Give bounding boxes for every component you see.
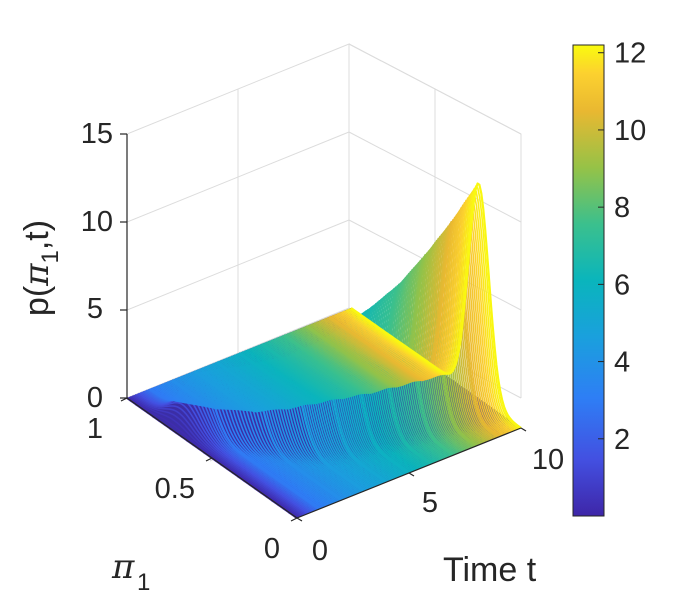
surface-slice xyxy=(163,367,335,504)
surface-slice xyxy=(286,278,458,455)
colorbar-tick-label: 2 xyxy=(614,424,630,456)
surface-slice xyxy=(307,251,479,447)
t-tick-10 xyxy=(520,427,527,432)
surface-slice xyxy=(284,280,456,456)
colorbar-tick-label: 4 xyxy=(614,347,630,379)
surface-slice xyxy=(128,396,300,519)
surface-slice xyxy=(312,244,484,445)
z-axis-label-sub: 1 xyxy=(37,250,64,263)
surface-slice xyxy=(337,204,509,434)
z-axis-label-t: ,t) xyxy=(18,220,56,250)
colorbar: 2 4 6 8 10 12 xyxy=(572,38,646,517)
colorbar-tick-label: 10 xyxy=(614,115,646,147)
surface-slice xyxy=(318,234,490,442)
surface-slice xyxy=(326,223,498,439)
surface-slice xyxy=(342,196,514,432)
colorbar-gradient xyxy=(572,44,605,517)
y-axis-label-sub: 1 xyxy=(137,569,150,596)
surface-slice xyxy=(340,199,512,433)
surface-slice xyxy=(336,206,508,435)
t-tick-5 xyxy=(408,472,415,477)
surface-slice xyxy=(315,239,487,443)
z-axis-label: p(π1,t) xyxy=(17,220,64,316)
pi-tick-05 xyxy=(205,457,213,462)
surface-slice xyxy=(329,218,501,437)
surface-plot xyxy=(126,182,522,519)
surface-slice xyxy=(134,394,306,516)
surface-slice xyxy=(327,220,500,438)
surface-slice xyxy=(297,263,469,450)
pi-tick-label-05: 0.5 xyxy=(155,473,195,505)
surface-slice xyxy=(308,248,480,446)
surface-slice xyxy=(294,268,466,452)
surface-slice xyxy=(345,190,517,431)
surface-slice xyxy=(289,274,461,454)
surface-slice xyxy=(321,229,493,441)
z-axis-label-text: p(π1,t) xyxy=(17,220,64,316)
surface-slice xyxy=(339,201,511,434)
colorbar-tick-label: 6 xyxy=(614,269,630,301)
z-tick-label-0: 0 xyxy=(87,382,103,414)
pi-tick-label-0: 0 xyxy=(264,533,280,565)
z-tick-label-15: 15 xyxy=(81,118,113,150)
surface-slice xyxy=(299,261,471,450)
y-axis-label: π 1 xyxy=(111,547,150,596)
colorbar-tick-label: 8 xyxy=(614,192,630,224)
surface-slice xyxy=(347,187,519,430)
colorbar-ticks: 2 4 6 8 10 12 xyxy=(598,38,646,456)
y-axis-label-pi: π xyxy=(111,547,135,587)
z-axis-label-pi: π xyxy=(17,263,57,287)
surface-slice xyxy=(331,215,503,437)
surface-slice xyxy=(288,276,460,454)
surface-slice xyxy=(302,258,474,448)
t-tick-0 xyxy=(296,517,303,522)
pi-tick-label-1: 1 xyxy=(87,413,103,445)
surface-slice xyxy=(316,237,488,443)
surface-slice xyxy=(320,232,492,441)
t-tick-label-10: 10 xyxy=(532,444,564,476)
z-tick-label-10: 10 xyxy=(81,206,113,238)
z-axis-label-p: p( xyxy=(18,285,56,316)
surface-slice xyxy=(332,212,504,436)
surface-slice xyxy=(160,368,332,506)
surface-slice xyxy=(324,225,496,439)
surface-slice xyxy=(131,395,303,517)
t-tick-label-0: 0 xyxy=(312,535,328,567)
surface-slice xyxy=(334,209,506,436)
surface-slice xyxy=(164,367,336,504)
surface-slice xyxy=(344,193,516,432)
surface-slice xyxy=(310,246,482,445)
z-tick-label-5: 5 xyxy=(87,293,103,325)
surface-slice xyxy=(296,266,468,451)
surface-slice xyxy=(291,272,463,453)
surface-slice xyxy=(323,227,495,440)
surface-slice xyxy=(161,368,333,505)
surface-slice xyxy=(129,396,301,518)
colorbar-tick-label: 12 xyxy=(614,38,646,70)
surface-slice xyxy=(300,259,472,449)
surface-slice xyxy=(305,253,477,447)
pi-tick-1 xyxy=(120,397,128,402)
surface-slice xyxy=(283,282,455,456)
t-tick-label-5: 5 xyxy=(422,487,438,519)
surface-slice xyxy=(132,394,304,517)
surface-slice xyxy=(136,393,308,515)
surface-slice xyxy=(292,270,464,452)
tick-marks xyxy=(120,133,527,522)
pi-tick-0 xyxy=(290,517,298,522)
surface-slice xyxy=(350,182,522,429)
surface-slice xyxy=(313,241,485,444)
x-axis-label: Time t xyxy=(443,551,537,589)
